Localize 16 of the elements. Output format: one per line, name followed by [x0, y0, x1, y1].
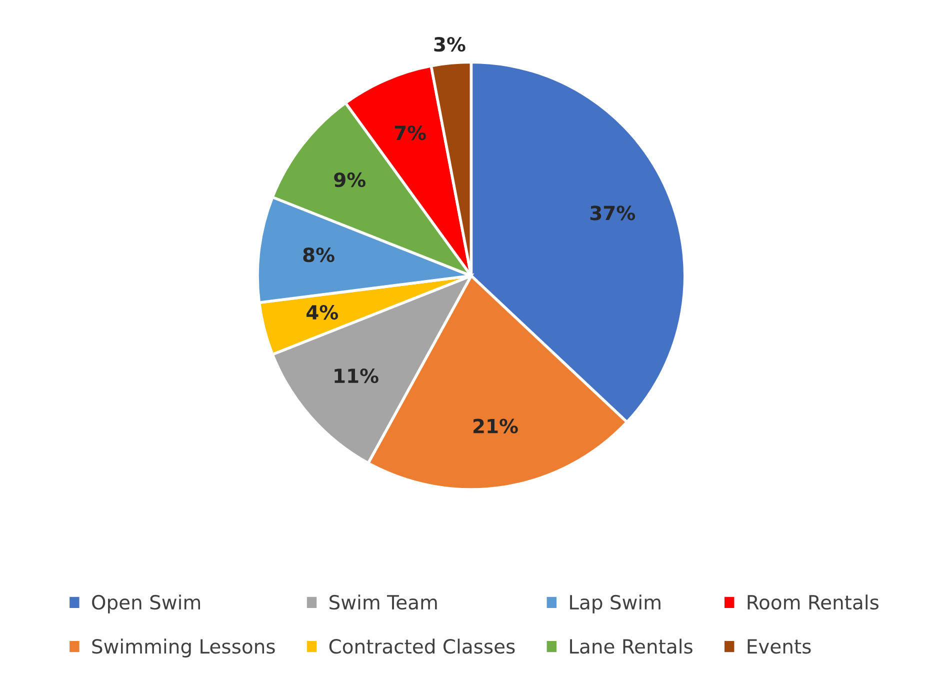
data-label: 9% [334, 172, 366, 188]
legend-label: Events [748, 639, 811, 654]
data-label: 7% [394, 126, 426, 140]
data-label: 11% [334, 368, 378, 384]
data-label: 37% [590, 206, 636, 220]
legend-label: Room Rentals [748, 594, 878, 610]
legend-label: Lane Rentals [570, 638, 692, 654]
legend-label: Swim Team [330, 594, 437, 610]
legend-label: Swimming Lessons [92, 638, 275, 658]
data-label: 3% [434, 36, 466, 52]
data-label: 21% [474, 418, 518, 434]
data-label: 8% [303, 247, 334, 262]
data-label: 4% [306, 304, 338, 320]
legend-label: Contracted Classes [329, 638, 515, 654]
legend-label: Lap Swim [570, 594, 660, 614]
legend-label: Open Swim [92, 594, 200, 614]
